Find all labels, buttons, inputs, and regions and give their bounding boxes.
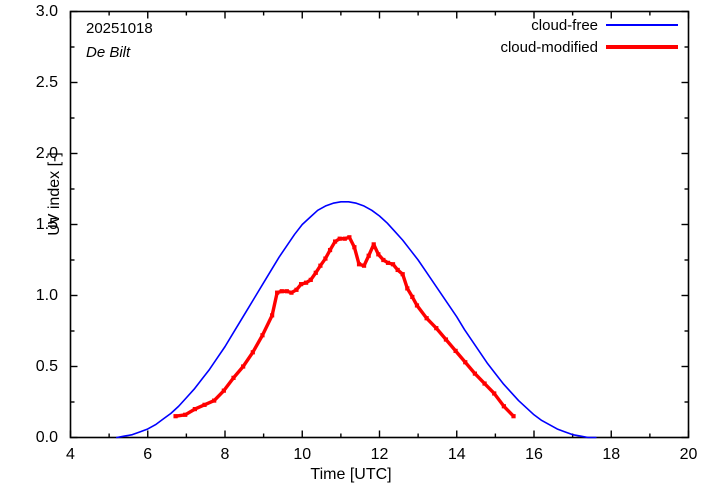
series-marker-cloud-modified (231, 375, 236, 380)
x-tick-label: 14 (447, 446, 466, 463)
annotation-date: 20251018 (86, 20, 153, 37)
series-marker-cloud-modified (318, 263, 323, 268)
legend-key-cloud-free (606, 21, 678, 29)
series-marker-cloud-modified (385, 260, 391, 265)
series-marker-cloud-modified (511, 414, 516, 419)
series-marker-cloud-modified (443, 337, 449, 342)
y-tick-label: 3.0 (35, 2, 58, 20)
x-tick-label: 4 (66, 446, 75, 463)
series-marker-cloud-modified (202, 402, 207, 407)
series-marker-cloud-modified (400, 272, 405, 277)
annotation-station: De Bilt (86, 44, 131, 61)
series-marker-cloud-modified (390, 262, 396, 267)
x-tick-label: 16 (525, 446, 543, 463)
y-tick-label: 2.0 (35, 144, 58, 162)
series-marker-cloud-modified (472, 371, 477, 376)
series-marker-cloud-modified (434, 326, 439, 331)
legend-key-cloud-modified (606, 43, 678, 51)
series-marker-cloud-modified (410, 294, 415, 300)
series-marker-cloud-modified (192, 407, 197, 412)
series-marker-cloud-modified (241, 364, 246, 369)
series-marker-cloud-modified (250, 350, 255, 355)
legend-item-cloud-modified: cloud-modified (500, 36, 678, 58)
series-marker-cloud-modified (352, 245, 357, 250)
series-marker-cloud-modified (212, 398, 217, 403)
x-tick-label: 12 (370, 446, 389, 463)
series-marker-cloud-modified (463, 360, 468, 365)
y-tick-label: 0.5 (35, 357, 58, 375)
series-marker-cloud-modified (323, 256, 328, 261)
series-marker-cloud-modified (304, 280, 309, 285)
series-marker-cloud-modified (381, 257, 386, 263)
series-marker-cloud-modified (275, 290, 280, 295)
series-marker-cloud-modified (279, 289, 284, 294)
series-marker-cloud-modified (356, 262, 362, 267)
y-tick-label: 2.5 (35, 73, 58, 91)
series-marker-cloud-modified (361, 263, 367, 268)
series-marker-cloud-modified (424, 316, 429, 321)
y-tick-label: 0.0 (35, 428, 58, 446)
series-marker-cloud-modified (308, 277, 313, 282)
series-marker-cloud-modified (376, 252, 381, 257)
series-line-cloud-free (116, 200, 597, 439)
series-marker-cloud-modified (337, 236, 342, 241)
series-marker-cloud-modified (260, 333, 265, 338)
y-tick-label: 1.0 (35, 286, 58, 304)
series-marker-cloud-modified (221, 388, 226, 393)
y-tick-label: 1.5 (35, 215, 58, 233)
series-marker-cloud-modified (492, 391, 497, 396)
series-marker-cloud-modified (298, 282, 304, 287)
series-marker-cloud-modified (327, 247, 333, 253)
x-axis-title: Time [UTC] (310, 466, 392, 483)
series-marker-cloud-modified (453, 348, 458, 353)
series-marker-cloud-modified (284, 289, 289, 294)
series-marker-cloud-modified (289, 290, 294, 295)
series-marker-cloud-modified (405, 286, 410, 291)
series-marker-cloud-modified (501, 404, 506, 409)
legend: cloud-free cloud-modified (500, 14, 678, 58)
x-tick-label: 8 (220, 446, 230, 463)
series-marker-cloud-modified (347, 235, 352, 240)
series-marker-cloud-modified (183, 412, 188, 417)
series-marker-cloud-modified (371, 242, 376, 247)
plot-frame (69, 10, 690, 439)
legend-label-cloud-free: cloud-free (531, 16, 598, 34)
x-tick-label: 20 (679, 446, 698, 463)
series-marker-cloud-modified (270, 313, 275, 318)
series-marker-cloud-modified (395, 267, 400, 273)
series-marker-cloud-modified (313, 270, 318, 275)
series-marker-cloud-modified (366, 253, 371, 258)
series-marker-cloud-modified (414, 303, 420, 308)
series-marker-cloud-modified (294, 287, 299, 292)
x-tick-label: 6 (143, 446, 153, 463)
series-marker-cloud-modified (342, 236, 347, 241)
series-marker-cloud-modified (482, 381, 487, 386)
series-marker-cloud-modified (332, 239, 338, 244)
legend-item-cloud-free: cloud-free (500, 14, 678, 36)
x-tick-label: 18 (602, 446, 621, 463)
series-marker-cloud-modified (173, 414, 178, 419)
legend-label-cloud-modified: cloud-modified (500, 38, 598, 56)
x-tick-label: 10 (293, 446, 312, 463)
